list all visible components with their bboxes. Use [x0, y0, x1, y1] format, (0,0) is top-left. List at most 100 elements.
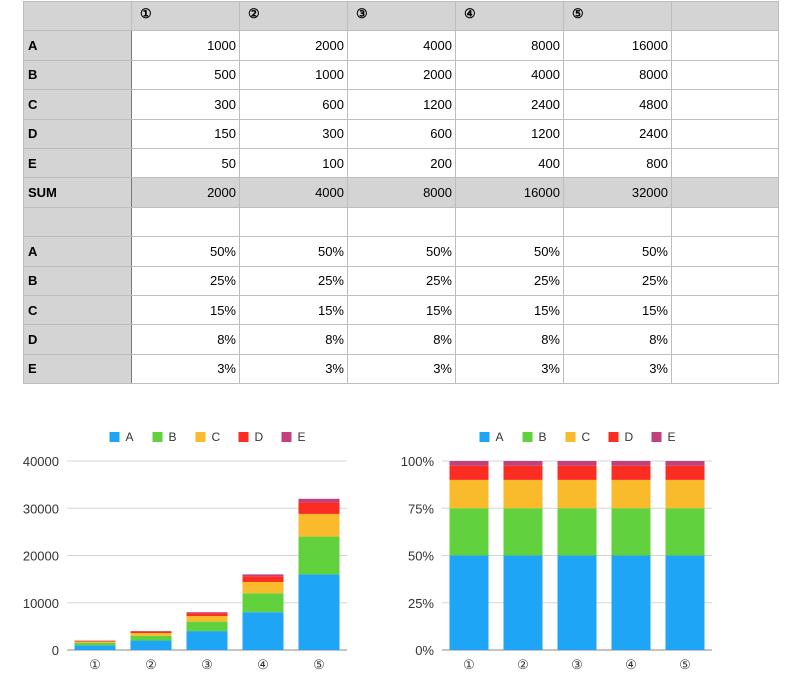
- table-cell-empty[interactable]: [671, 324, 779, 355]
- table-cell-empty[interactable]: [671, 30, 779, 61]
- table-cell[interactable]: 15%: [347, 294, 456, 326]
- column-header-empty[interactable]: [671, 0, 779, 32]
- row-label[interactable]: B: [23, 265, 132, 296]
- spreadsheet-table: ① ② ③ ④ ⑤ A 1000 2000 4000 8000 16000 B 500 1000 2000 4…: [23, 0, 779, 385]
- table-cell[interactable]: 50%: [239, 236, 348, 267]
- row-label[interactable]: C: [23, 294, 132, 326]
- table-cell-empty[interactable]: [671, 147, 779, 179]
- row-label[interactable]: B: [23, 59, 132, 91]
- corner-cell[interactable]: [23, 0, 132, 32]
- table-cell[interactable]: 3%: [347, 353, 456, 385]
- table-cell[interactable]: 4000: [455, 59, 564, 91]
- table-cell[interactable]: 2000: [239, 30, 348, 61]
- row-label[interactable]: A: [23, 30, 132, 61]
- table-cell[interactable]: 1200: [455, 118, 564, 149]
- table-cell[interactable]: 1000: [131, 30, 240, 61]
- row-label[interactable]: C: [23, 89, 132, 120]
- table-cell-empty[interactable]: [671, 294, 779, 326]
- table-cell[interactable]: 2000: [131, 177, 240, 208]
- table-cell-empty[interactable]: [671, 353, 779, 385]
- table-cell[interactable]: 8000: [455, 30, 564, 61]
- table-cell[interactable]: 300: [131, 89, 240, 120]
- column-header[interactable]: ③: [347, 0, 456, 32]
- row-label[interactable]: A: [23, 236, 132, 267]
- table-cell-empty[interactable]: [671, 206, 779, 238]
- row-label[interactable]: D: [23, 324, 132, 355]
- table-cell[interactable]: 3%: [455, 353, 564, 385]
- table-cell[interactable]: 8%: [131, 324, 240, 355]
- table-cell[interactable]: 25%: [347, 265, 456, 296]
- table-cell-empty[interactable]: [671, 89, 779, 120]
- table-cell[interactable]: 4000: [239, 177, 348, 208]
- table-cell[interactable]: 800: [563, 147, 672, 179]
- table-cell[interactable]: 400: [455, 147, 564, 179]
- table-cell[interactable]: 200: [347, 147, 456, 179]
- table-cell[interactable]: 2400: [455, 89, 564, 120]
- table-cell[interactable]: 1000: [239, 59, 348, 91]
- row-label[interactable]: [23, 206, 132, 238]
- bar-segment: [242, 593, 284, 613]
- table-cell[interactable]: 4000: [347, 30, 456, 61]
- row-label[interactable]: D: [23, 118, 132, 149]
- table-cell[interactable]: 8%: [239, 324, 348, 355]
- table-cell[interactable]: 3%: [563, 353, 672, 385]
- row-label[interactable]: E: [23, 353, 132, 385]
- table-cell[interactable]: 25%: [455, 265, 564, 296]
- table-cell[interactable]: 15%: [239, 294, 348, 326]
- table-cell[interactable]: [455, 206, 564, 238]
- table-cell[interactable]: 500: [131, 59, 240, 91]
- table-cell[interactable]: 16000: [455, 177, 564, 208]
- table-cell[interactable]: 150: [131, 118, 240, 149]
- row-label[interactable]: E: [23, 147, 132, 179]
- table-cell[interactable]: 16000: [563, 30, 672, 61]
- table-cell[interactable]: 100: [239, 147, 348, 179]
- column-header[interactable]: ⑤: [563, 0, 672, 32]
- table-cell[interactable]: 600: [347, 118, 456, 149]
- table-cell[interactable]: 3%: [131, 353, 240, 385]
- table-cell[interactable]: 3%: [239, 353, 348, 385]
- table-cell-empty[interactable]: [671, 177, 779, 208]
- table-row: C 15% 15% 15% 15% 15%: [23, 294, 779, 326]
- table-cell[interactable]: 2000: [347, 59, 456, 91]
- table-cell-empty[interactable]: [671, 59, 779, 91]
- table-cell[interactable]: 4800: [563, 89, 672, 120]
- table-cell-empty[interactable]: [671, 118, 779, 149]
- column-header[interactable]: ②: [239, 0, 348, 32]
- table-cell[interactable]: 15%: [563, 294, 672, 326]
- table-cell[interactable]: 2400: [563, 118, 672, 149]
- table-cell[interactable]: 50: [131, 147, 240, 179]
- y-tick-label: 20000: [23, 549, 59, 564]
- bar-segment: [611, 508, 651, 556]
- column-header[interactable]: ①: [131, 0, 240, 32]
- table-cell[interactable]: [563, 206, 672, 238]
- table-cell[interactable]: 8%: [347, 324, 456, 355]
- table-cell[interactable]: 25%: [131, 265, 240, 296]
- table-cell[interactable]: [131, 206, 240, 238]
- bar-segment: [665, 461, 705, 466]
- table-cell[interactable]: [239, 206, 348, 238]
- table-cell[interactable]: 1200: [347, 89, 456, 120]
- table-cell-empty[interactable]: [671, 236, 779, 267]
- table-cell[interactable]: 600: [239, 89, 348, 120]
- legend-swatch: [608, 432, 619, 442]
- table-cell[interactable]: 50%: [131, 236, 240, 267]
- table-cell[interactable]: 300: [239, 118, 348, 149]
- table-cell[interactable]: 25%: [239, 265, 348, 296]
- table-cell[interactable]: 8%: [563, 324, 672, 355]
- table-cell[interactable]: 50%: [563, 236, 672, 267]
- table-cell[interactable]: 50%: [347, 236, 456, 267]
- table-row: C 300 600 1200 2400 4800: [23, 89, 779, 120]
- table-row: A 1000 2000 4000 8000 16000: [23, 30, 779, 61]
- table-cell[interactable]: 32000: [563, 177, 672, 208]
- table-cell[interactable]: 8000: [563, 59, 672, 91]
- row-label[interactable]: SUM: [23, 177, 132, 208]
- table-cell[interactable]: 25%: [563, 265, 672, 296]
- table-cell[interactable]: 50%: [455, 236, 564, 267]
- table-cell[interactable]: 8000: [347, 177, 456, 208]
- table-cell[interactable]: 15%: [455, 294, 564, 326]
- table-cell[interactable]: 15%: [131, 294, 240, 326]
- table-cell[interactable]: [347, 206, 456, 238]
- table-cell-empty[interactable]: [671, 265, 779, 296]
- table-cell[interactable]: 8%: [455, 324, 564, 355]
- column-header[interactable]: ④: [455, 0, 564, 32]
